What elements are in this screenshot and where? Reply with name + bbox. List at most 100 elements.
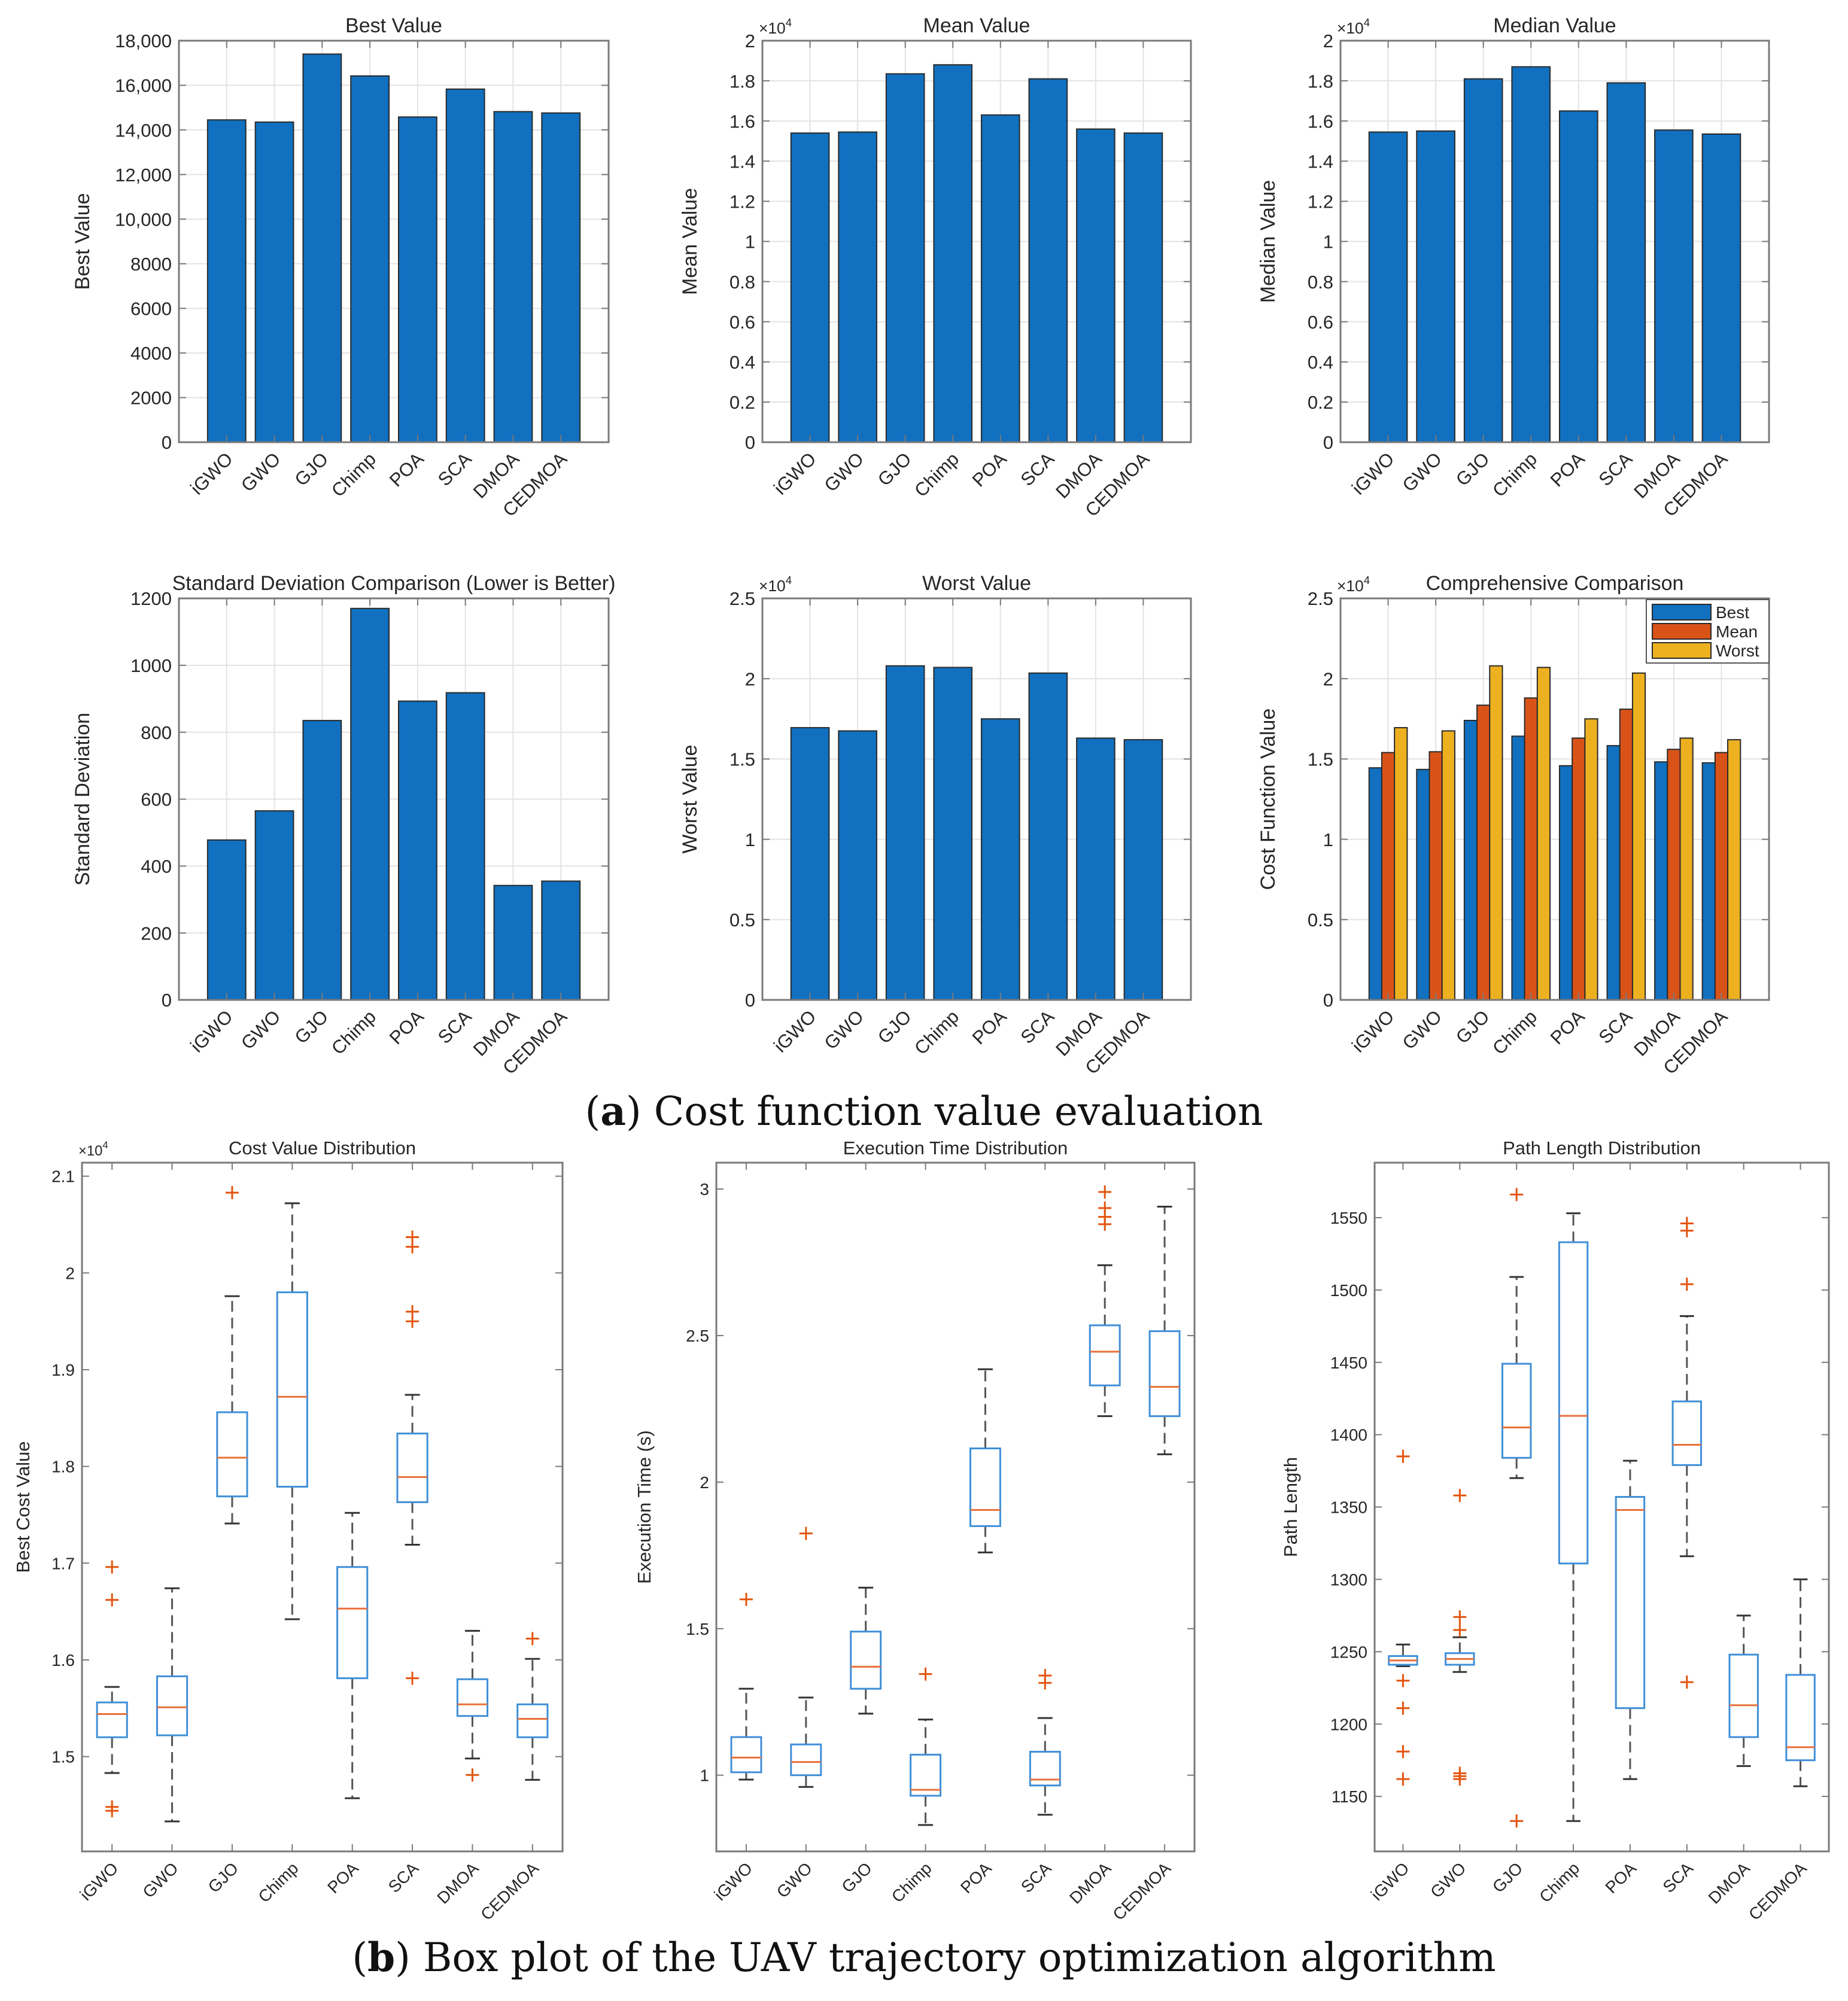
outlier-marker — [1453, 1610, 1467, 1624]
axes-box — [715, 1161, 1196, 1853]
y-tick-label: 1200 — [130, 588, 172, 609]
bar-SCA — [445, 692, 485, 1001]
y-tick-label: 14,000 — [115, 120, 172, 141]
bar-POA — [980, 718, 1020, 1001]
bar-DMOA — [1076, 737, 1116, 1001]
x-tick-label: SCA — [385, 1859, 423, 1896]
box-CEDMOA — [1785, 1578, 1816, 1787]
outlier-marker — [525, 1632, 539, 1646]
box-iqr — [456, 1678, 489, 1717]
y-tick-label: 1.4 — [730, 151, 755, 172]
box-iqr — [336, 1566, 369, 1680]
bar-iGWO — [206, 839, 247, 1001]
chart-title: Median Value — [1493, 14, 1616, 37]
y-tick-label: 1 — [1323, 829, 1333, 850]
outlier-marker — [1510, 1188, 1524, 1202]
bar-worst-Chimp — [1536, 667, 1551, 1000]
box-iqr — [96, 1701, 128, 1738]
box-GWO — [1445, 1489, 1475, 1786]
y-tick-label: 1.9 — [51, 1361, 75, 1379]
bar-Chimp — [1511, 66, 1551, 443]
x-tick-label: SCA — [1016, 448, 1058, 490]
outlier-marker — [1680, 1278, 1694, 1291]
x-tick-label: GJO — [874, 448, 916, 490]
bar-POA — [397, 116, 437, 443]
y-exponent-label: ×104 — [759, 16, 792, 37]
y-exponent-label: ×104 — [759, 574, 792, 595]
box-iqr — [396, 1433, 428, 1503]
box-iqr — [276, 1291, 308, 1488]
y-tick-label: 2 — [65, 1264, 75, 1282]
x-tick-label: CEDMOA — [477, 1859, 542, 1924]
y-tick-label: 1.5 — [51, 1748, 75, 1766]
box-DMOA — [1728, 1614, 1759, 1767]
box-iqr — [1089, 1324, 1121, 1386]
x-tick-label: Chimp — [910, 1006, 963, 1059]
outlier-marker — [225, 1186, 239, 1200]
outlier-marker — [105, 1804, 119, 1818]
outlier-marker — [799, 1526, 813, 1540]
exponent-power: 4 — [786, 16, 792, 29]
y-tick-label: 2 — [1323, 668, 1333, 689]
box-POA — [969, 1368, 1001, 1553]
y-tick-label: 10,000 — [115, 209, 172, 230]
x-tick-label: GJO — [1452, 448, 1494, 490]
x-tick-label: SCA — [1594, 448, 1636, 490]
y-tick-label: 0 — [162, 990, 172, 1011]
exponent-power: 4 — [1364, 574, 1370, 586]
chart-title: Best Value — [345, 14, 442, 37]
y-tick-label: 2.5 — [686, 1327, 709, 1345]
box-iqr — [516, 1703, 549, 1738]
y-tick-label: 1000 — [130, 655, 172, 676]
x-tick-label: POA — [968, 448, 1011, 491]
box-Chimp — [276, 1202, 308, 1620]
x-tick-label: iGWO — [710, 1859, 756, 1904]
caption-b-text: Box plot of the UAV trajectory optimizat… — [423, 1935, 1496, 1981]
x-tick-label: SCA — [1016, 1006, 1058, 1048]
caption-a-text: Cost function value evaluation — [654, 1088, 1263, 1135]
chart-title: Cost Value Distribution — [229, 1138, 416, 1158]
x-tick-label: POA — [385, 448, 428, 491]
x-tick-label: SCA — [1594, 1006, 1636, 1048]
y-tick-label: 1.7 — [51, 1554, 75, 1573]
y-tick-label: 2 — [1323, 31, 1333, 51]
box-GJO — [850, 1586, 882, 1715]
y-tick-label: 0.6 — [1308, 312, 1333, 333]
y-tick-label: 1.8 — [730, 71, 755, 92]
x-tick-label: iGWO — [77, 1859, 122, 1904]
y-axis-label: Best Cost Value — [13, 1442, 34, 1573]
y-tick-label: 2 — [745, 31, 755, 51]
bar-CEDMOA — [541, 112, 581, 443]
box-iGWO — [730, 1592, 762, 1781]
y-tick-label: 1150 — [1332, 1787, 1367, 1806]
box-GJO — [216, 1186, 248, 1525]
exponent-base: ×10 — [1337, 577, 1364, 595]
exponent-power: 4 — [1364, 16, 1370, 29]
y-tick-label: 2.5 — [1308, 588, 1333, 609]
y-tick-label: 12,000 — [115, 165, 172, 185]
chart-median: 0 0.2 0.4 0.6 0.8 1 1.2 1.4 1.6 1.8 2 iGWO GWO GJOChi… — [1257, 14, 1770, 521]
y-axis-label: Cost Function Value — [1257, 708, 1279, 890]
bar-CEDMOA — [1701, 133, 1741, 443]
bar-POA — [980, 114, 1020, 443]
box-GWO — [790, 1526, 822, 1788]
x-tick-label: DMOA — [1705, 1859, 1754, 1908]
chart-title: Comprehensive Comparison — [1426, 572, 1684, 595]
y-tick-label: 1.5 — [1308, 749, 1333, 770]
bar-worst-POA — [1584, 718, 1598, 1001]
bar-best-DMOA — [1654, 761, 1668, 1000]
y-axis-label: Mean Value — [679, 188, 701, 295]
y-tick-label: 200 — [141, 923, 172, 944]
exponent-power: 4 — [786, 574, 792, 586]
y-tick-label: 1.2 — [1308, 191, 1333, 212]
outlier-marker — [1098, 1217, 1112, 1231]
x-tick-label: iGWO — [186, 1006, 236, 1056]
y-tick-label: 1250 — [1330, 1643, 1367, 1661]
box-iqr — [216, 1411, 248, 1498]
outlier-marker — [1038, 1676, 1052, 1690]
y-tick-label: 1450 — [1330, 1354, 1367, 1372]
y-tick-label: 1350 — [1330, 1498, 1367, 1517]
x-tick-label: Chimp — [254, 1859, 302, 1906]
